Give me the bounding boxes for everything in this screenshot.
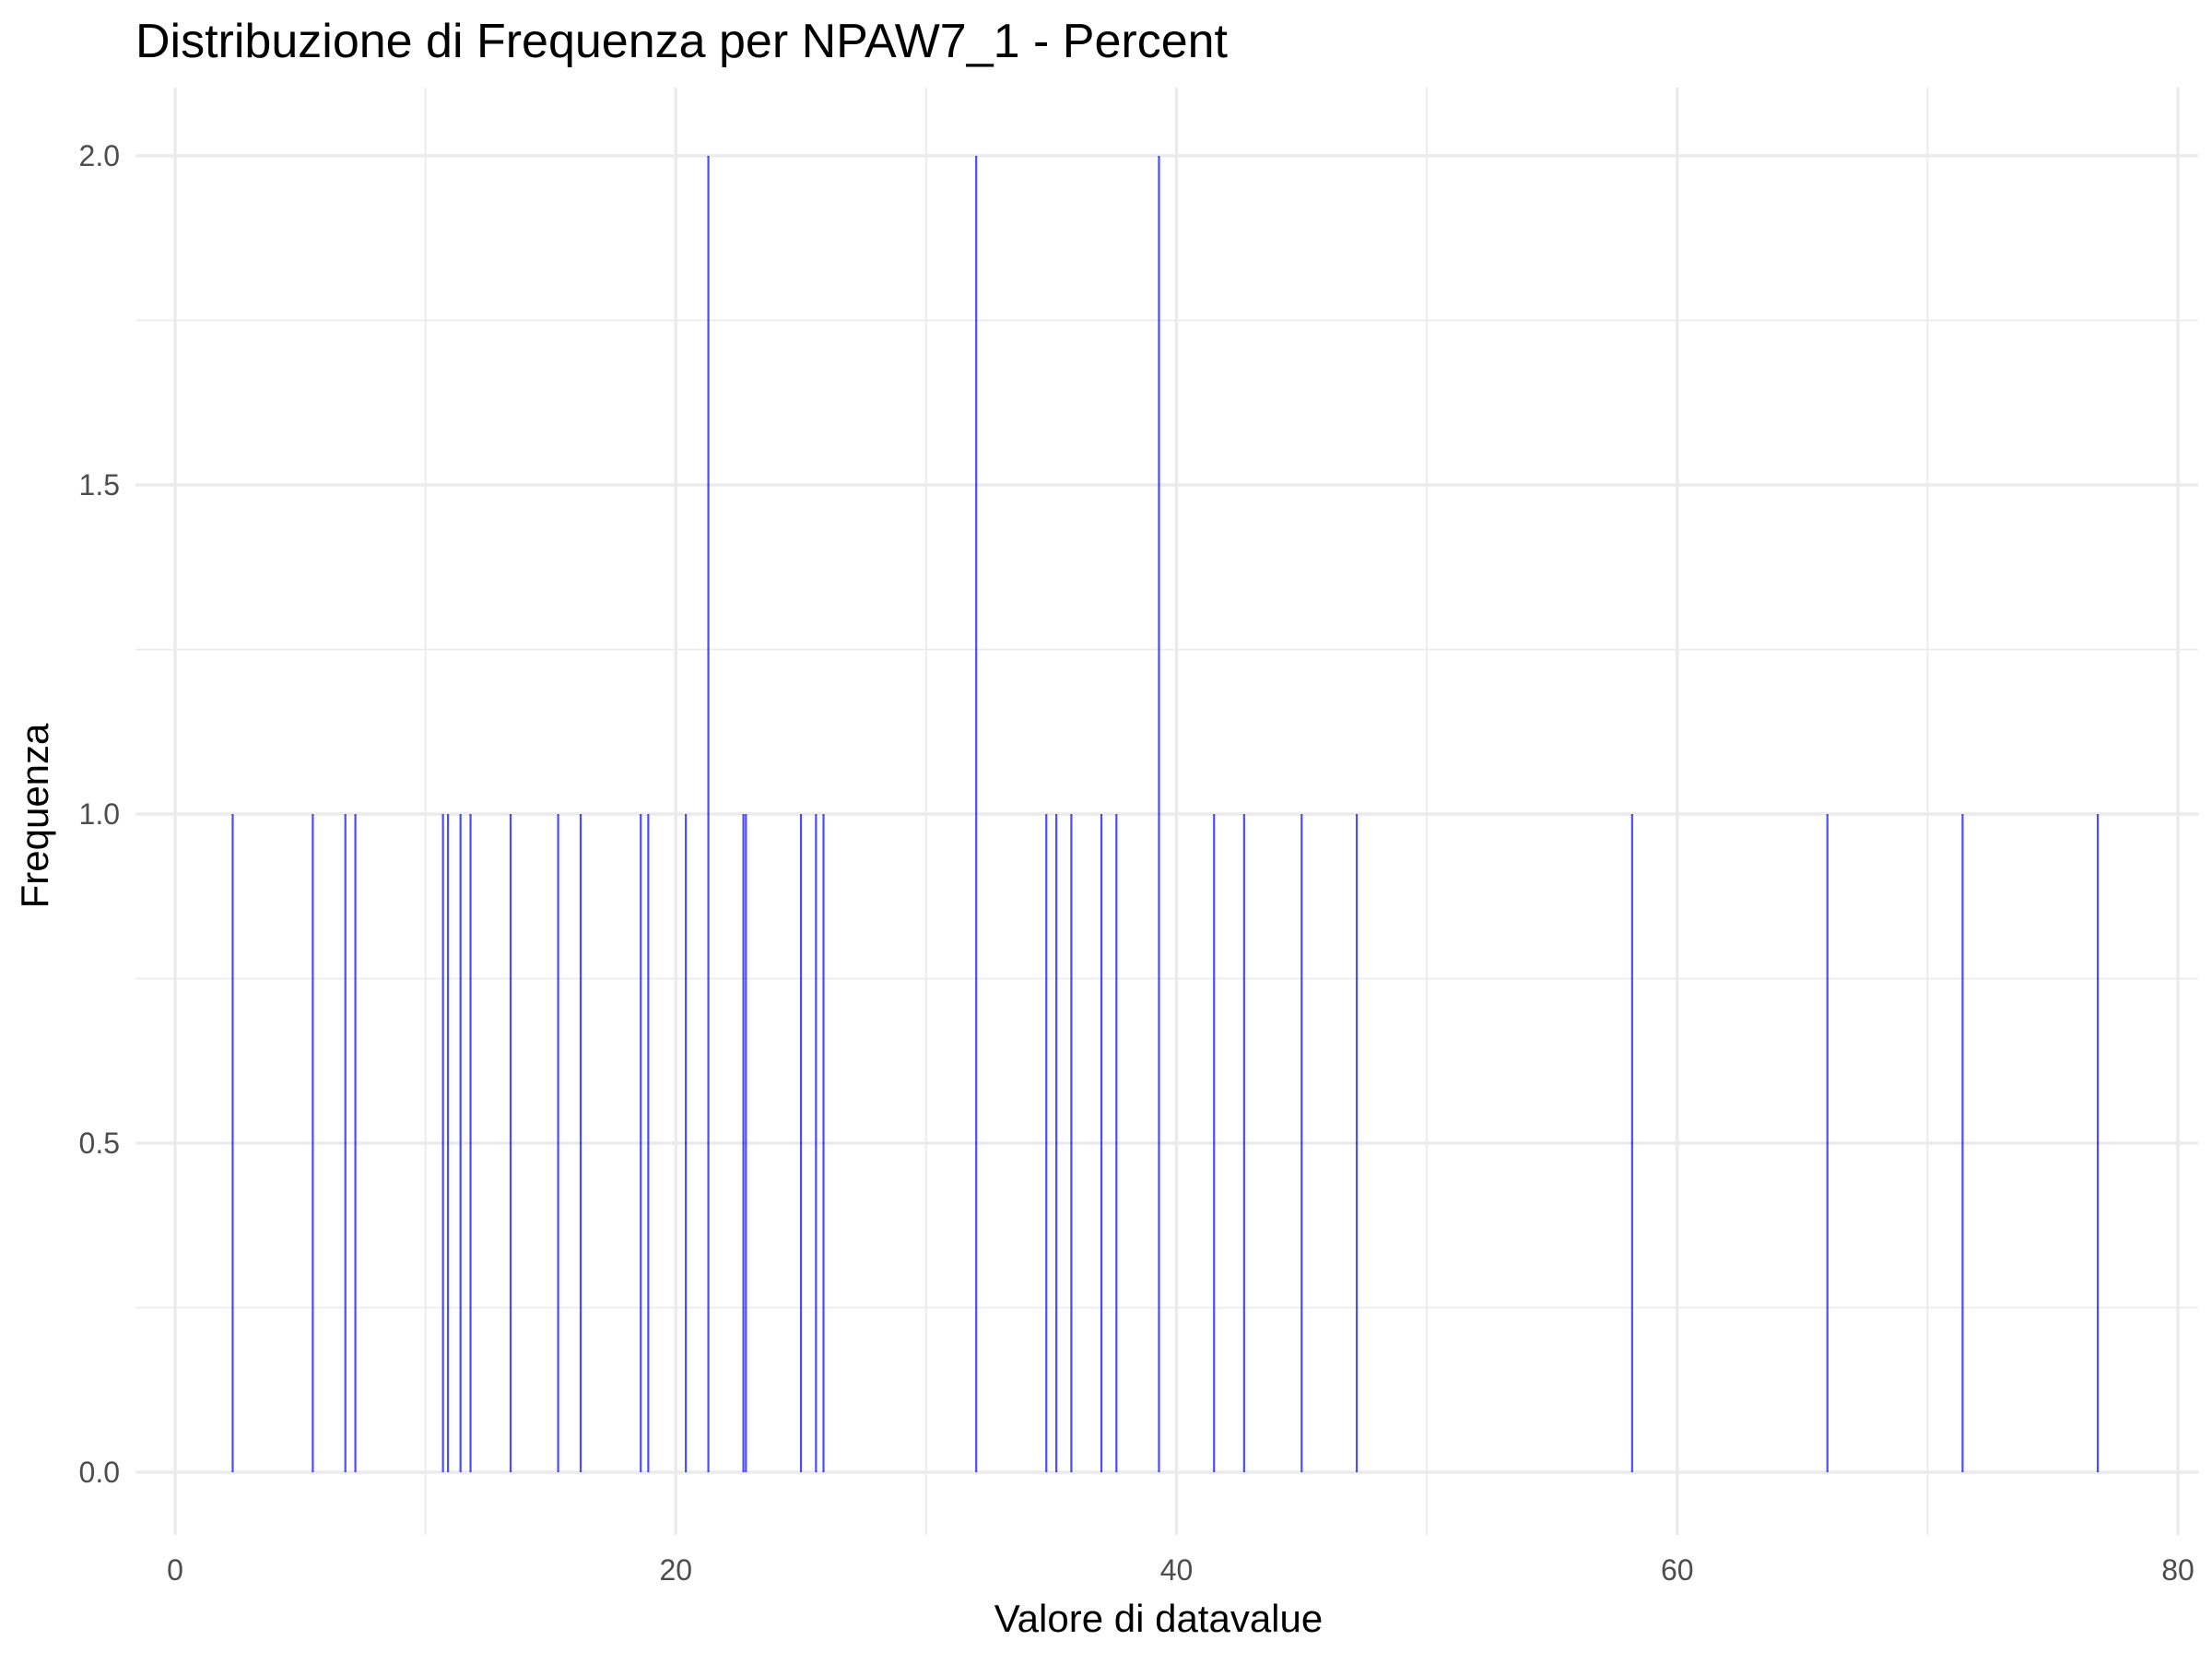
bar (2096, 814, 2100, 1472)
y-tick-label: 1.5 (79, 468, 120, 502)
y-axis-title: Frequenza (13, 723, 56, 908)
x-tick-label: 80 (2161, 1553, 2194, 1587)
bar (1213, 814, 1216, 1472)
bar (1070, 814, 1073, 1472)
bar (640, 814, 642, 1472)
x-tick-label: 40 (1160, 1553, 1194, 1587)
bar (1242, 814, 1245, 1472)
bar (579, 814, 582, 1472)
bars (231, 156, 2100, 1472)
x-axis-title: Valore di datavalue (994, 1597, 1323, 1640)
y-tick-label: 1.0 (79, 797, 120, 831)
bar (441, 814, 444, 1472)
bar (742, 814, 745, 1472)
x-tick-label: 0 (167, 1553, 183, 1587)
bar (685, 814, 688, 1472)
bar (1826, 814, 1829, 1472)
bar (745, 814, 747, 1472)
bar (1961, 814, 1964, 1472)
bar (975, 156, 978, 1472)
bar (231, 814, 234, 1472)
bar (509, 814, 512, 1472)
bar (1045, 814, 1048, 1472)
bar (1630, 814, 1633, 1472)
bar (344, 814, 347, 1472)
bar (1300, 814, 1303, 1472)
bar (815, 814, 818, 1472)
y-tick-label: 0.0 (79, 1456, 120, 1489)
bar (799, 814, 803, 1472)
x-tick-label: 20 (659, 1553, 692, 1587)
chart-title: Distribuzione di Frequenza per NPAW7_1 -… (135, 15, 1229, 68)
x-tick-label: 60 (1661, 1553, 1694, 1587)
bar (707, 156, 710, 1472)
bar (1100, 814, 1103, 1472)
bar (446, 814, 450, 1472)
bar (1115, 814, 1118, 1472)
bar (647, 814, 650, 1472)
bar (459, 814, 462, 1472)
bar (469, 814, 472, 1472)
bar (354, 814, 357, 1472)
bar (1355, 814, 1359, 1472)
bar (557, 814, 559, 1472)
tick-labels: 0 20 40 60 80 0.0 0.5 1.0 1.5 2.0 (79, 139, 2194, 1587)
bar (312, 814, 314, 1472)
bar (822, 814, 825, 1472)
y-tick-label: 0.5 (79, 1127, 120, 1160)
bar (1055, 814, 1058, 1472)
y-tick-label: 2.0 (79, 139, 120, 172)
grid (135, 88, 2198, 1535)
bar (1158, 156, 1160, 1472)
